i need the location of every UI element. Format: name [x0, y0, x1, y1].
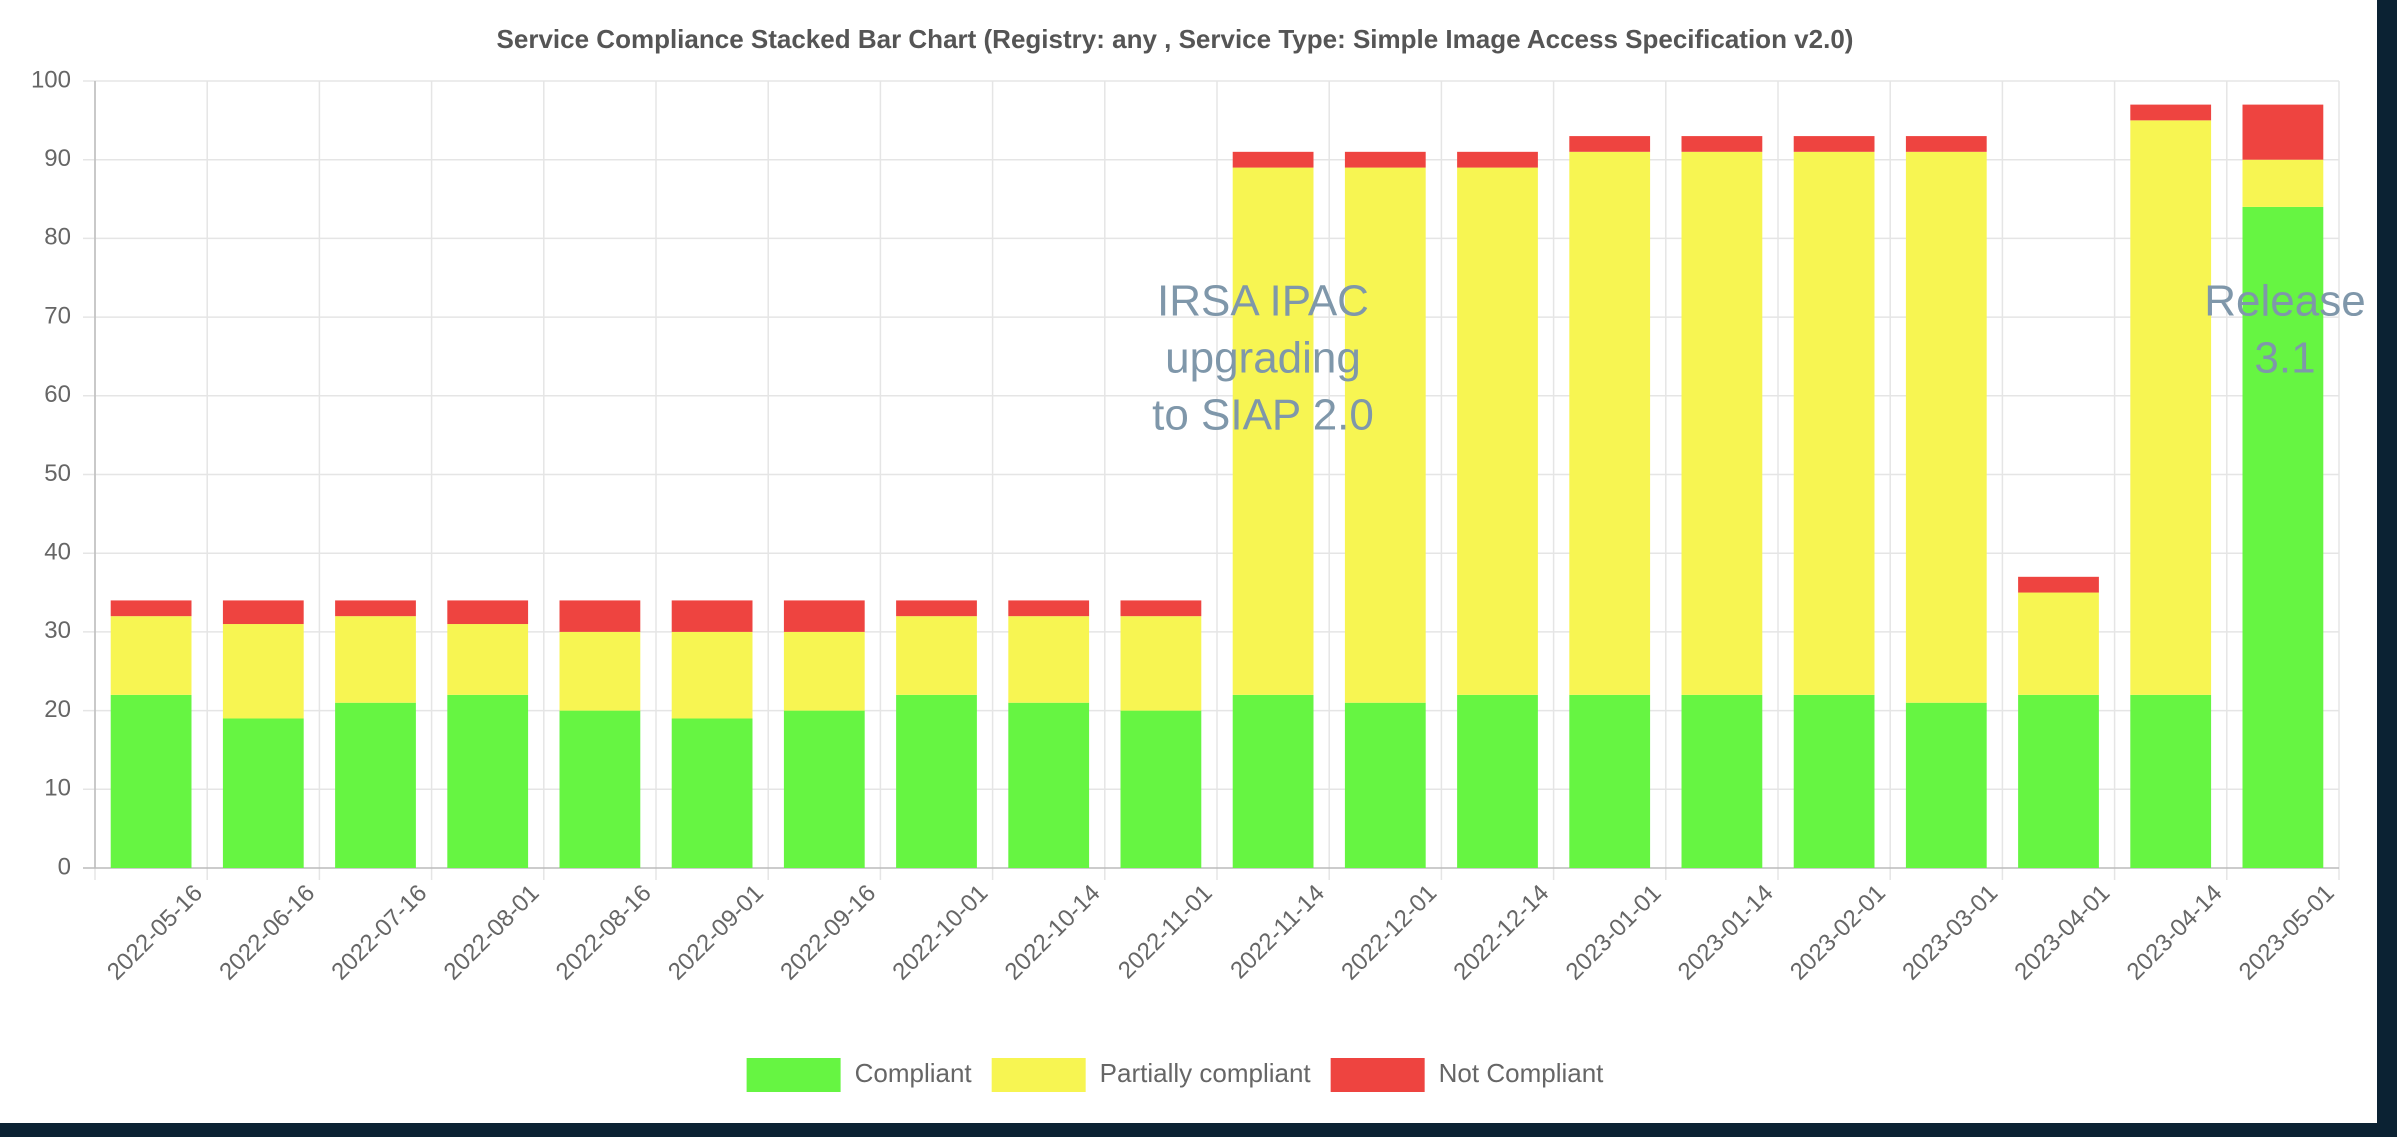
- bar-segment: [1793, 136, 1875, 152]
- bar-segment: [1344, 702, 1426, 868]
- bar-segment: [335, 600, 416, 617]
- bar-segment: [1793, 694, 1875, 868]
- bar-segment: [2242, 104, 2324, 160]
- legend-label: Partially compliant: [1100, 1058, 1312, 1088]
- bar-segment: [1232, 151, 1314, 168]
- bar-segment: [447, 694, 529, 868]
- legend-label: Compliant: [855, 1058, 973, 1088]
- bar-segment: [896, 600, 977, 617]
- bar-segment: [1120, 616, 1202, 711]
- y-tick-label: 0: [58, 853, 71, 880]
- bar-segment: [1344, 167, 1426, 703]
- bar-segment: [1569, 151, 1651, 695]
- bar-segment: [222, 600, 304, 625]
- bar-segment: [896, 616, 977, 695]
- bar-segment: [110, 616, 192, 695]
- chart-title: Service Compliance Stacked Bar Chart (Re…: [497, 24, 1854, 54]
- bar-segment: [2130, 104, 2212, 121]
- bar-segment: [1793, 151, 1875, 695]
- bar-segment: [2242, 159, 2324, 207]
- bar-segment: [1008, 600, 1090, 617]
- bar-segment: [447, 600, 529, 625]
- y-tick-label: 10: [44, 775, 71, 802]
- bar-segment: [559, 710, 641, 868]
- bar-segment: [1120, 710, 1202, 868]
- bar-segment: [335, 702, 416, 868]
- bar-segment: [783, 631, 865, 711]
- bar-segment: [1008, 616, 1090, 703]
- y-tick-label: 80: [44, 224, 71, 251]
- y-tick-label: 40: [44, 539, 71, 566]
- bar-segment: [1457, 694, 1538, 868]
- bar-segment: [2242, 206, 2324, 869]
- bar-segment: [335, 616, 416, 703]
- bar-segment: [1232, 694, 1314, 868]
- y-tick-label: 90: [44, 145, 71, 172]
- bar-segment: [1232, 167, 1314, 695]
- bar-segment: [1905, 702, 1987, 868]
- bar-segment: [1905, 136, 1987, 152]
- bar-segment: [1681, 151, 1763, 695]
- bar-segment: [559, 631, 641, 711]
- bar-segment: [671, 718, 753, 868]
- bar-segment: [783, 710, 865, 868]
- bar-segment: [671, 631, 753, 719]
- y-tick-label: 60: [44, 381, 71, 408]
- bar-segment: [2018, 576, 2099, 593]
- bar-segment: [1457, 151, 1538, 168]
- bar-segment: [1681, 694, 1763, 868]
- annotation: to SIAP 2.0: [1152, 391, 1374, 440]
- bar-segment: [447, 624, 529, 695]
- y-tick-label: 100: [31, 66, 71, 93]
- bar-segment: [110, 694, 192, 868]
- legend-swatch: [991, 1058, 1086, 1092]
- bar-segment: [1008, 702, 1090, 868]
- legend-label: Not Compliant: [1439, 1058, 1605, 1088]
- bar-segment: [2018, 694, 2099, 868]
- y-tick-label: 30: [44, 617, 71, 644]
- bar-segment: [2130, 120, 2212, 695]
- annotation: IRSA IPAC: [1157, 277, 1369, 326]
- bar-segment: [1681, 136, 1763, 152]
- bar-segment: [1120, 600, 1202, 617]
- annotation: upgrading: [1165, 334, 1361, 383]
- y-tick-label: 20: [44, 696, 71, 723]
- y-tick-label: 50: [44, 460, 71, 487]
- bar-segment: [1569, 694, 1651, 868]
- bar-segment: [896, 694, 977, 868]
- bar-segment: [783, 600, 865, 632]
- legend-swatch: [746, 1058, 841, 1092]
- bar-segment: [2130, 694, 2212, 868]
- annotation: Release: [2204, 277, 2365, 326]
- bar-segment: [1344, 151, 1426, 168]
- bar-segment: [1569, 136, 1651, 152]
- bar-segment: [110, 600, 192, 617]
- bar-segment: [559, 600, 641, 632]
- annotation: 3.1: [2254, 334, 2315, 383]
- bar-segment: [1457, 167, 1538, 695]
- legend-swatch: [1330, 1058, 1425, 1092]
- bar-segment: [2018, 592, 2099, 695]
- y-tick-label: 70: [44, 302, 71, 329]
- bar-segment: [222, 718, 304, 868]
- bar-segment: [1905, 151, 1987, 703]
- bar-segment: [222, 624, 304, 719]
- bar-segment: [671, 600, 753, 632]
